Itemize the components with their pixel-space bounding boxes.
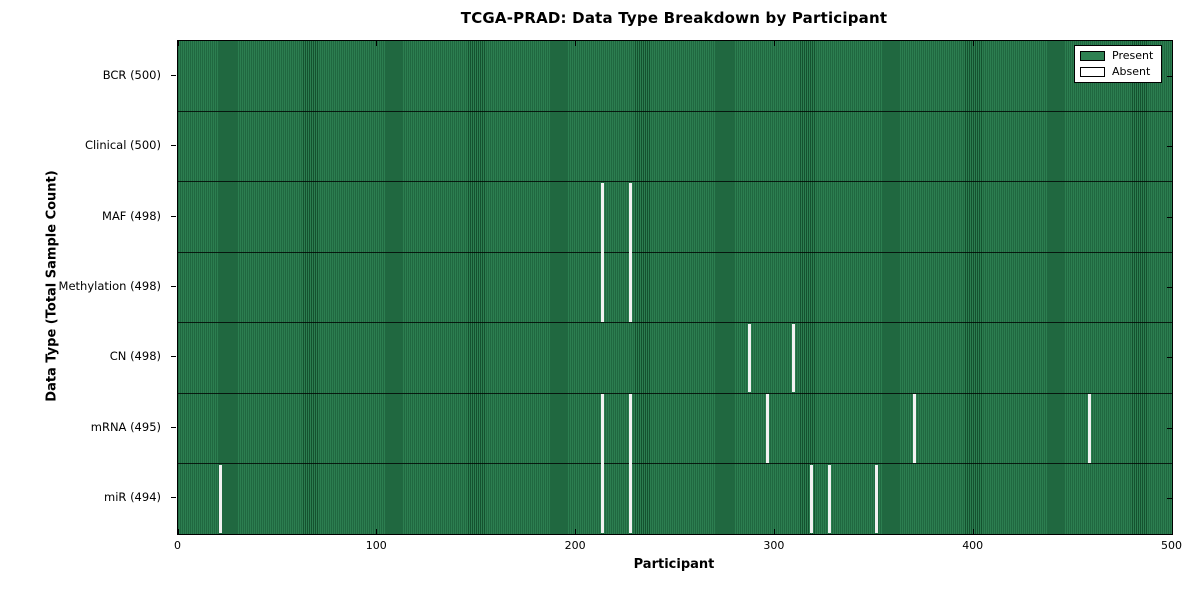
- legend-label: Absent: [1112, 65, 1151, 78]
- legend-item-absent: Absent: [1080, 66, 1153, 78]
- x-tick-label: 300: [763, 539, 785, 552]
- legend-item-present: Present: [1080, 50, 1153, 62]
- chart-title: TCGA-PRAD: Data Type Breakdown by Partic…: [460, 9, 888, 27]
- y-tick: [171, 426, 176, 428]
- row-divider: [178, 392, 1172, 394]
- row-label: CN (498): [109, 349, 161, 364]
- x-tick: [1171, 529, 1173, 534]
- x-tick: [177, 529, 179, 534]
- x-axis-label: Participant: [633, 557, 715, 572]
- y-tick: [1167, 498, 1172, 500]
- x-tick: [773, 41, 775, 46]
- row-label: BCR (500): [102, 67, 161, 82]
- absent-bar: [219, 464, 223, 533]
- row-label: miR (494): [104, 490, 161, 505]
- row-label: Methylation (498): [58, 279, 161, 293]
- absent-bar: [827, 464, 831, 533]
- x-tick: [575, 41, 577, 46]
- absent-bar: [765, 394, 769, 463]
- row-divider: [178, 181, 1172, 183]
- absent-bar: [748, 323, 752, 393]
- absent-swatch-icon: [1080, 67, 1105, 77]
- legend-label: Present: [1112, 49, 1154, 62]
- y-tick: [1167, 216, 1172, 218]
- absent-bar: [600, 182, 604, 322]
- x-tick: [376, 529, 378, 534]
- y-tick: [1167, 287, 1172, 288]
- x-tick: [773, 529, 775, 534]
- y-tick: [1167, 146, 1172, 148]
- y-tick: [171, 286, 176, 287]
- y-tick: [1167, 427, 1172, 429]
- x-tick: [1171, 41, 1173, 46]
- absent-bar: [875, 464, 879, 533]
- row-label: MAF (498): [102, 208, 161, 223]
- x-tick-label: 500: [1161, 539, 1182, 552]
- y-tick: [1167, 357, 1172, 359]
- x-tick: [376, 41, 378, 46]
- legend: Present Absent: [1074, 45, 1163, 83]
- x-tick: [177, 41, 179, 46]
- row-divider: [178, 463, 1172, 465]
- absent-bar: [1087, 394, 1091, 463]
- present-swatch-icon: [1080, 51, 1105, 61]
- plot-area: [177, 40, 1173, 535]
- x-tick: [972, 529, 974, 534]
- absent-bar: [600, 394, 604, 533]
- y-tick: [171, 497, 176, 499]
- row-label: Clinical (500): [84, 138, 161, 153]
- absent-bar: [628, 394, 632, 533]
- x-tick: [972, 41, 974, 46]
- x-tick-label: 0: [174, 539, 181, 552]
- absent-bar: [628, 182, 632, 322]
- y-tick: [1167, 75, 1172, 77]
- x-tick: [575, 529, 577, 534]
- row-divider: [178, 251, 1172, 253]
- y-tick: [171, 74, 176, 76]
- absent-bar: [791, 323, 795, 393]
- x-tick-label: 400: [962, 539, 984, 552]
- y-tick: [171, 356, 176, 358]
- x-tick-label: 100: [365, 539, 387, 552]
- y-tick: [171, 215, 176, 217]
- row-label: mRNA (495): [90, 419, 161, 434]
- x-tick-label: 200: [564, 539, 586, 552]
- absent-bar: [913, 394, 917, 463]
- row-divider: [178, 110, 1172, 112]
- y-tick: [171, 145, 176, 147]
- row-divider: [178, 322, 1172, 324]
- absent-bar: [809, 464, 813, 533]
